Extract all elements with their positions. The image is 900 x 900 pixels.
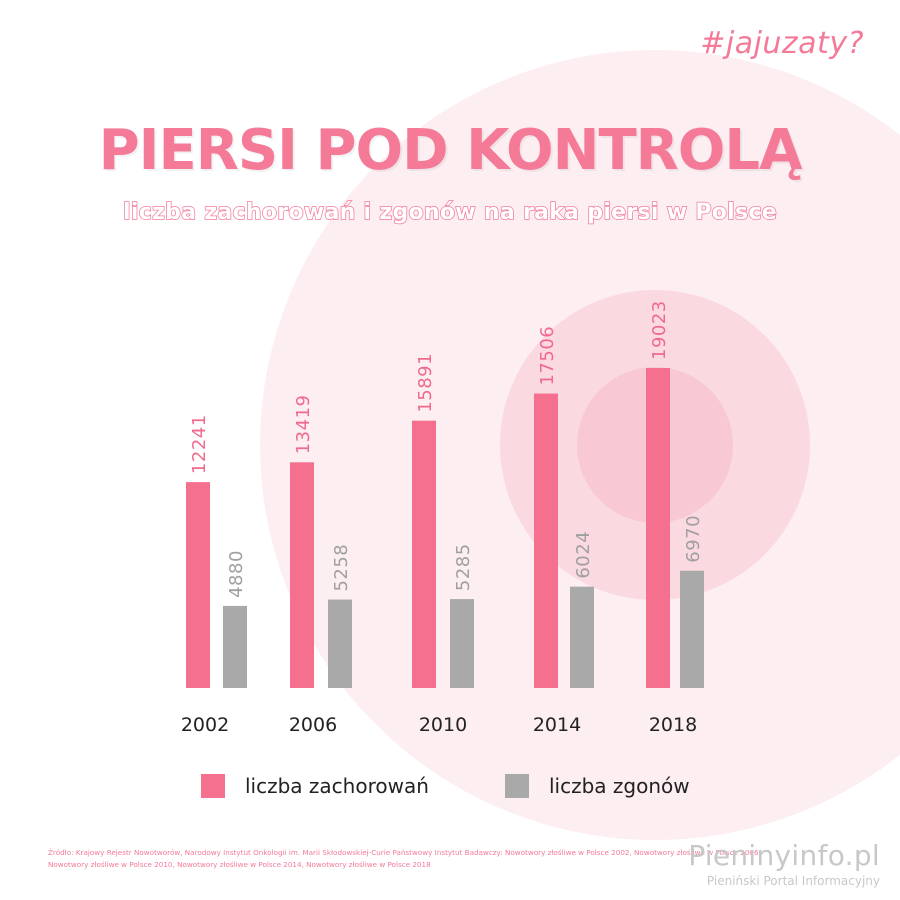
label-deaths-2010: 5285 xyxy=(453,543,474,591)
bar-deaths-2006 xyxy=(328,599,352,688)
bar-incidence-2010 xyxy=(412,420,436,688)
x-tick-2014: 2014 xyxy=(533,714,581,736)
bar-incidence-2006 xyxy=(290,462,314,688)
bar-deaths-2002 xyxy=(223,605,247,688)
label-incidence-2002: 12241 xyxy=(189,414,210,474)
legend-label-incidence: liczba zachorowań xyxy=(245,774,429,798)
bar-incidence-2018 xyxy=(646,368,670,688)
bar-deaths-2018 xyxy=(680,570,704,688)
source-line-2: Nowotwory złośliwe w Polsce 2010, Nowotw… xyxy=(48,860,431,869)
legend-item-incidence: liczba zachorowań xyxy=(201,774,429,798)
bar-deaths-2010 xyxy=(450,599,474,688)
x-tick-2002: 2002 xyxy=(181,714,229,736)
bar-incidence-2002 xyxy=(186,482,210,688)
legend-swatch-deaths xyxy=(505,774,529,798)
label-deaths-2006: 5258 xyxy=(331,544,352,592)
page-subtitle: liczba zachorowań i zgonów na raka piers… xyxy=(122,199,777,226)
hashtag: #jajuzaty? xyxy=(700,26,864,61)
label-incidence-2018: 19023 xyxy=(649,300,670,360)
source-line-1: Źródło: Krajowy Rejestr Nowotworów, Naro… xyxy=(48,848,761,857)
label-deaths-2014: 6024 xyxy=(573,531,594,579)
legend-label-deaths: liczba zgonów xyxy=(549,774,690,798)
x-tick-2006: 2006 xyxy=(289,714,337,736)
label-incidence-2014: 17506 xyxy=(537,326,558,386)
x-tick-2018: 2018 xyxy=(649,714,697,736)
x-tick-2010: 2010 xyxy=(419,714,467,736)
legend-item-deaths: liczba zgonów xyxy=(505,774,690,798)
label-deaths-2018: 6970 xyxy=(683,515,704,563)
brand-logo: Pieninyinfo.pl Pieniński Portal Informac… xyxy=(688,840,880,890)
label-deaths-2002: 4880 xyxy=(226,550,247,598)
bar-deaths-2014 xyxy=(570,586,594,688)
label-incidence-2010: 15891 xyxy=(415,353,436,413)
bar-incidence-2014 xyxy=(534,393,558,688)
legend-swatch-incidence xyxy=(201,774,225,798)
brand-tagline: Pieniński Portal Informacyjny xyxy=(706,874,880,888)
page-title: PIERSI POD KONTROLĄ xyxy=(98,118,803,183)
source-note: Źródło: Krajowy Rejestr Nowotworów, Naro… xyxy=(48,847,828,871)
label-incidence-2006: 13419 xyxy=(293,395,314,455)
brand-name: Pieninyinfo.pl xyxy=(688,839,880,872)
